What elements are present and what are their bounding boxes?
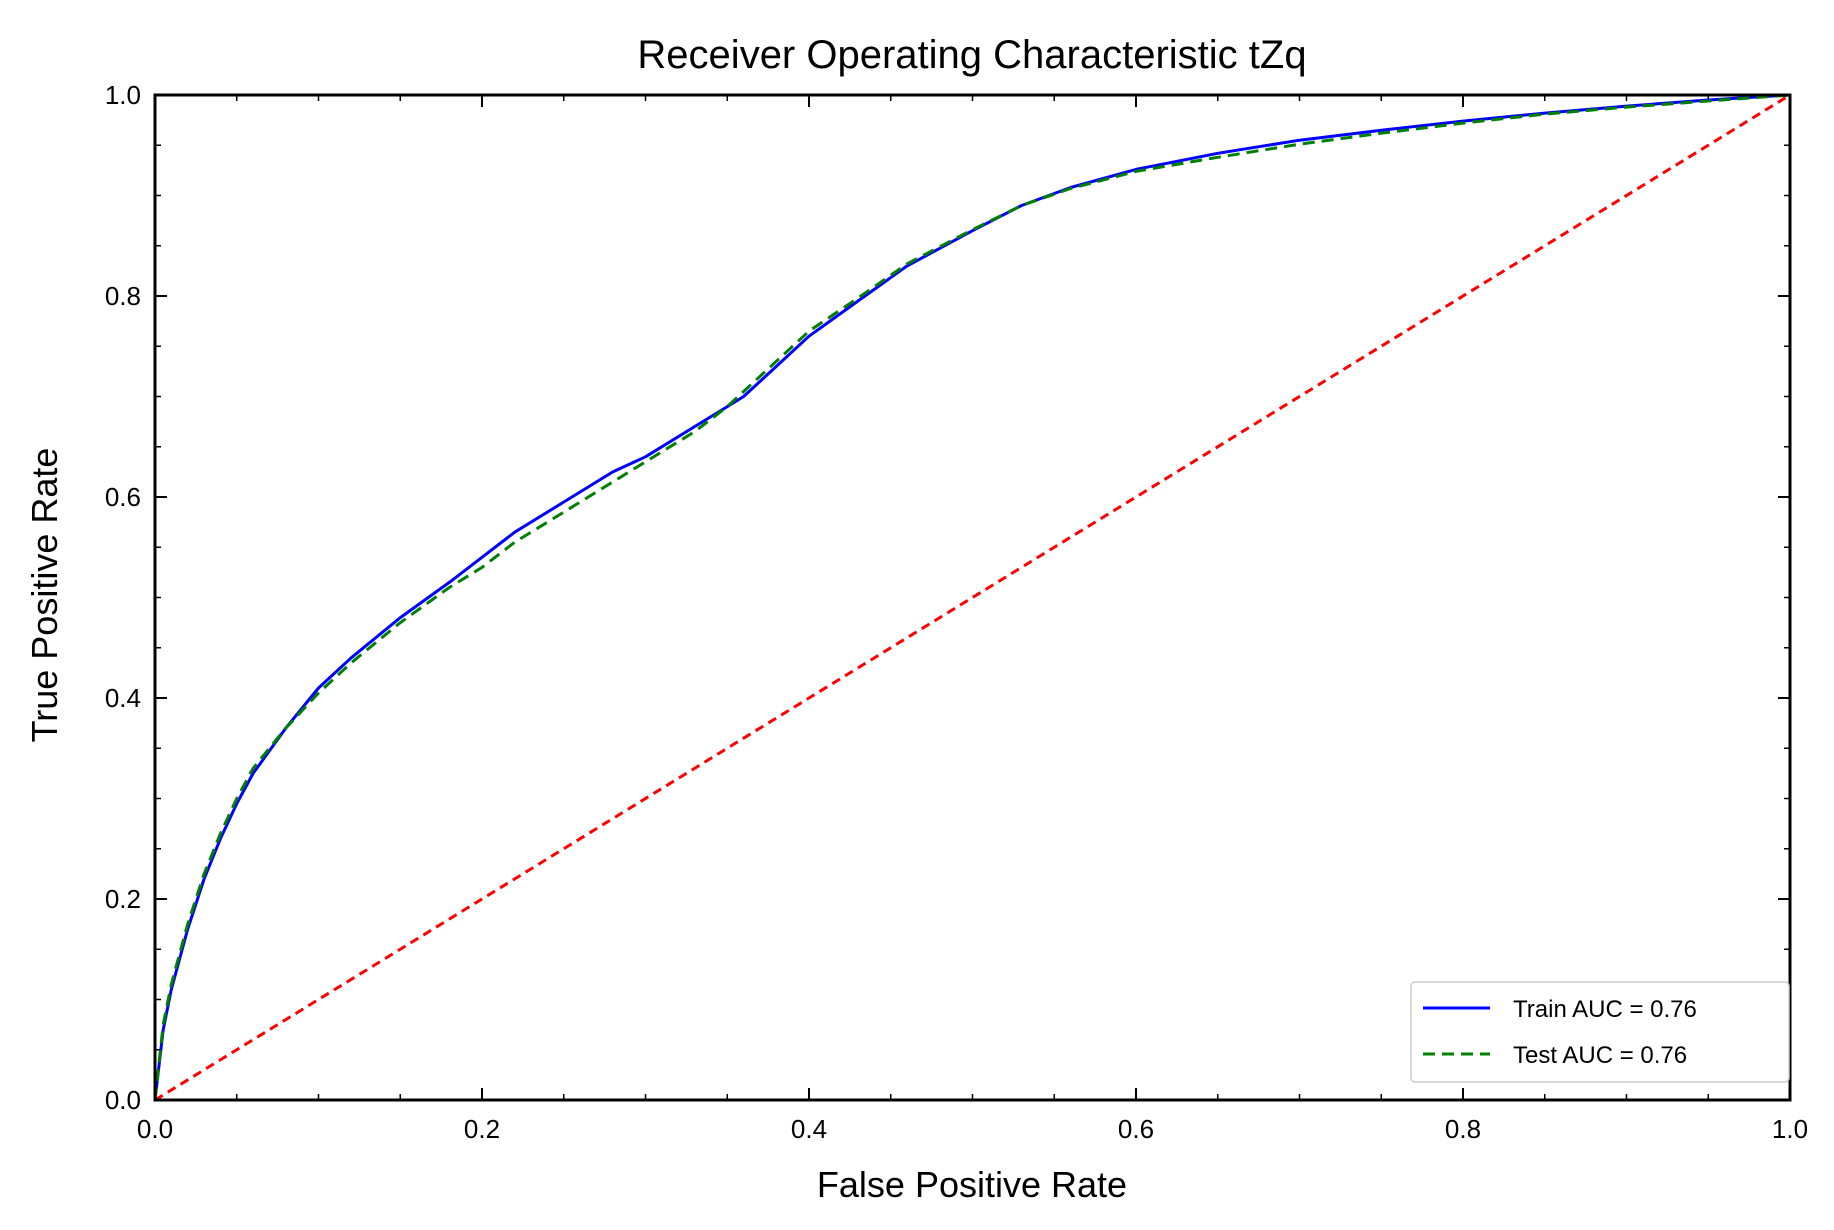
x-tick-label: 0.6: [1118, 1114, 1154, 1144]
y-tick-label: 0.4: [105, 683, 141, 713]
axis-tick-labels: 0.0 0.2 0.4 0.6 0.8 1.0 0.0 0.2 0.4 0.6 0.8 1.0: [105, 80, 1808, 1144]
x-tick-label: 0.8: [1445, 1114, 1481, 1144]
series-lines: [153, 93, 1791, 1102]
legend: Train AUC = 0.76 Test AUC = 0.76: [1410, 981, 1790, 1083]
y-tick-label: 0.0: [105, 1085, 141, 1115]
legend-label-train: Train AUC = 0.76: [1513, 996, 1697, 1023]
plot-frame: [153, 93, 1792, 1102]
y-axis-label: True Positive Rate: [24, 448, 65, 743]
test-roc-line: [153, 93, 1791, 1101]
train-roc-line: [153, 93, 1791, 1101]
legend-box: [1410, 981, 1790, 1083]
random-baseline-line: [154, 93, 1791, 1102]
y-tick-label: 1.0: [105, 80, 141, 110]
y-tick-label: 0.6: [105, 482, 141, 512]
x-tick-label: 0.2: [464, 1114, 500, 1144]
legend-label-test: Test AUC = 0.76: [1513, 1042, 1687, 1069]
y-tick-label: 0.8: [105, 281, 141, 311]
x-tick-label: 1.0: [1772, 1114, 1808, 1144]
x-axis-label: False Positive Rate: [817, 1164, 1127, 1205]
y-tick-label: 0.2: [105, 884, 141, 914]
x-tick-label: 0.4: [791, 1114, 827, 1144]
chart-title: Receiver Operating Characteristic tZq: [637, 33, 1306, 77]
x-tick-label: 0.0: [137, 1114, 173, 1144]
